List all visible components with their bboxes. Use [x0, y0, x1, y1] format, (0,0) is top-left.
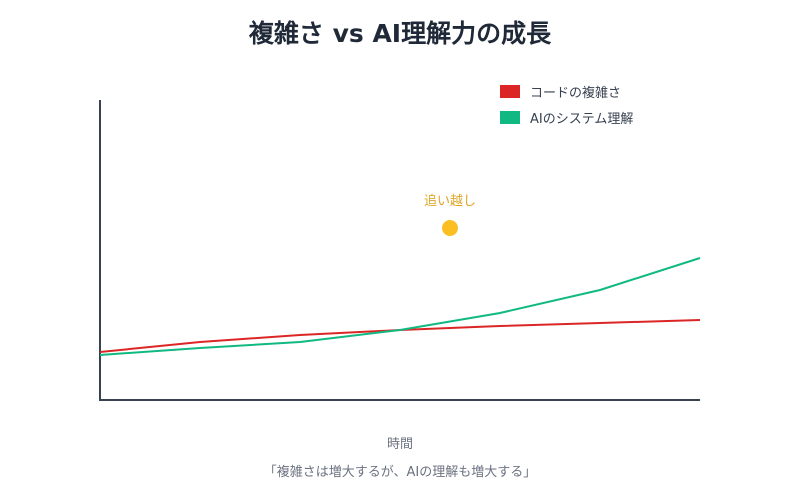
series-line-ai-understanding	[99, 257, 701, 356]
legend: コードの複雑さ AIのシステム理解	[500, 78, 633, 130]
legend-label: AIのシステム理解	[530, 111, 634, 127]
caption: 「複雑さは増大するが、AIの理解も増大する」	[263, 465, 537, 480]
legend-swatch	[500, 110, 520, 124]
chart-title: 複雑さ vs AI理解力の成長	[248, 19, 552, 48]
legend-item-complexity: コードの複雑さ	[500, 78, 633, 104]
legend-label: コードの複雑さ	[530, 85, 622, 101]
legend-swatch	[500, 84, 520, 98]
annotation-label: 追い越し	[424, 193, 476, 209]
x-axis-label: 時間	[386, 437, 413, 452]
series-line-complexity	[99, 319, 701, 353]
legend-item-ai-understanding: AIのシステム理解	[500, 104, 633, 130]
annotation-marker	[442, 220, 458, 236]
